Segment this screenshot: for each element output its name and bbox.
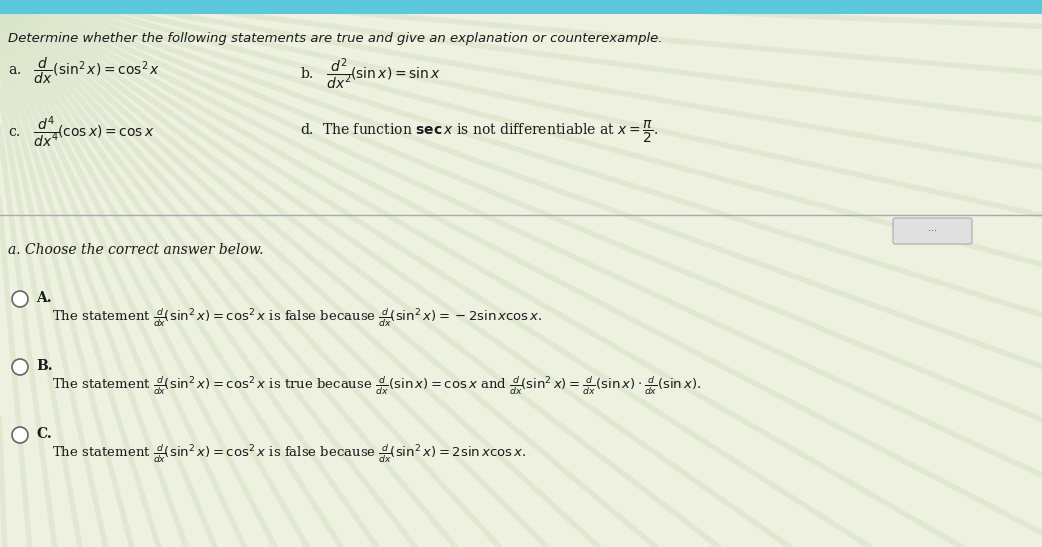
Text: The statement $\frac{d}{dx}\!\left(\sin^2 x\right) = \cos^2 x$ is false because : The statement $\frac{d}{dx}\!\left(\sin^… <box>52 307 543 329</box>
Text: B.: B. <box>36 359 53 373</box>
Circle shape <box>13 359 28 375</box>
Text: Determine whether the following statements are true and give an explanation or c: Determine whether the following statemen… <box>8 32 663 45</box>
Text: A.: A. <box>36 291 52 305</box>
Circle shape <box>13 427 28 443</box>
Text: a. Choose the correct answer below.: a. Choose the correct answer below. <box>8 243 264 257</box>
Text: C.: C. <box>36 427 52 441</box>
FancyBboxPatch shape <box>893 218 972 244</box>
Text: d.  The function $\mathbf{sec}\,x$ is not differentiable at $x = \dfrac{\pi}{2}$: d. The function $\mathbf{sec}\,x$ is not… <box>300 119 659 146</box>
Text: ···: ··· <box>928 226 937 236</box>
Text: a.   $\dfrac{d}{dx}\left(\sin^2 x\right) = \cos^2 x$: a. $\dfrac{d}{dx}\left(\sin^2 x\right) =… <box>8 56 160 86</box>
Text: The statement $\frac{d}{dx}\!\left(\sin^2 x\right) = \cos^2 x$ is false because : The statement $\frac{d}{dx}\!\left(\sin^… <box>52 443 526 465</box>
Circle shape <box>13 291 28 307</box>
Text: The statement $\frac{d}{dx}\!\left(\sin^2 x\right) = \cos^2 x$ is true because $: The statement $\frac{d}{dx}\!\left(\sin^… <box>52 375 701 397</box>
Bar <box>0 0 1042 14</box>
Text: b.   $\dfrac{d^2}{dx^2}\!\left(\sin x\right) = \sin x$: b. $\dfrac{d^2}{dx^2}\!\left(\sin x\righ… <box>300 56 441 91</box>
Text: c.   $\dfrac{d^4}{dx^4}\!\left(\cos x\right) = \cos x$: c. $\dfrac{d^4}{dx^4}\!\left(\cos x\righ… <box>8 114 155 149</box>
